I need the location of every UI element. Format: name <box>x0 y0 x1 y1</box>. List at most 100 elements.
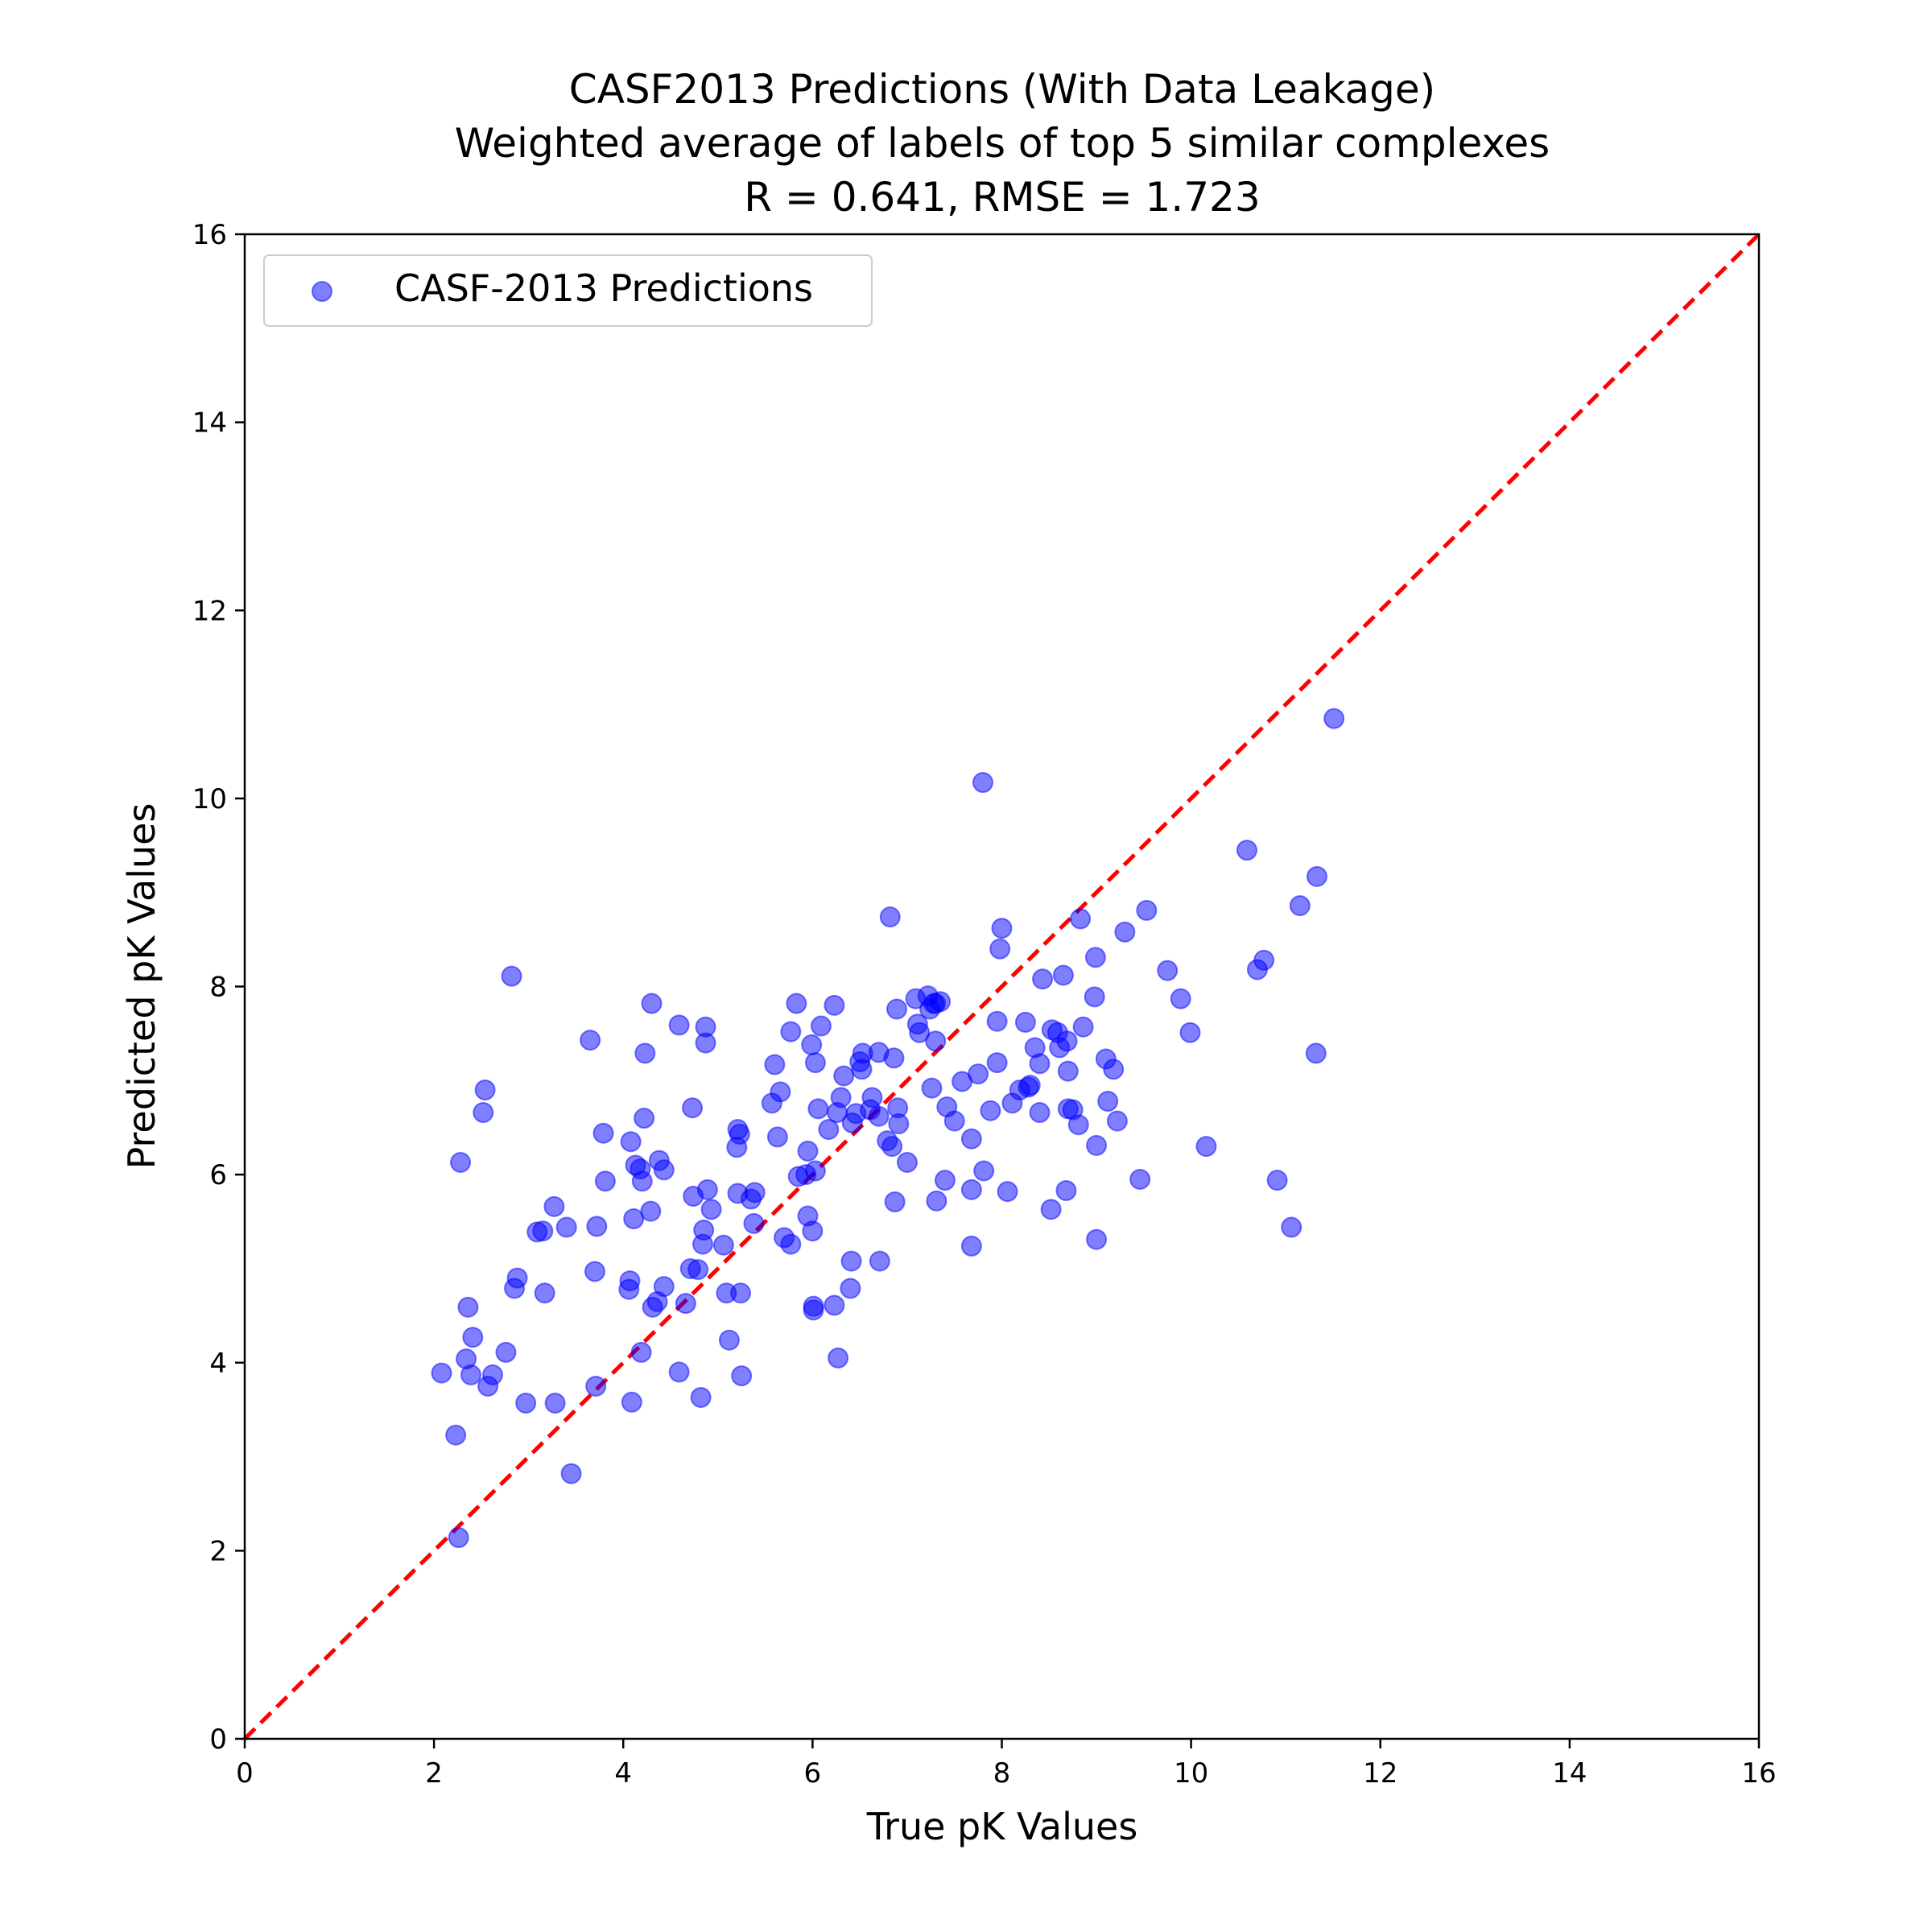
data-point <box>653 1159 675 1181</box>
data-point <box>482 1364 504 1385</box>
data-point <box>1032 968 1054 990</box>
y-tick-label: 8 <box>209 972 227 1004</box>
data-point <box>896 1151 918 1173</box>
data-point <box>621 1391 642 1413</box>
data-point <box>431 1362 452 1384</box>
data-point <box>634 1108 655 1129</box>
legend-marker <box>312 281 332 302</box>
data-point <box>555 1216 577 1238</box>
data-point <box>501 965 522 987</box>
data-point <box>460 1364 481 1385</box>
data-point <box>989 938 1011 960</box>
data-point <box>960 1128 982 1150</box>
x-axis-label: True pK Values <box>866 1805 1138 1848</box>
data-point <box>1084 947 1106 968</box>
data-point <box>886 998 908 1020</box>
data-point <box>1067 1114 1089 1136</box>
y-tick-label: 10 <box>192 783 227 815</box>
data-point <box>473 1102 494 1124</box>
y-axis-ticks: 0 2 4 6 8 10 12 14 16 <box>192 219 245 1756</box>
data-point <box>450 1151 472 1173</box>
data-point <box>1179 1022 1201 1043</box>
data-point <box>786 993 807 1014</box>
data-point <box>668 1361 690 1383</box>
data-point <box>925 1030 947 1052</box>
data-point <box>515 1392 537 1414</box>
data-point <box>730 1282 752 1304</box>
x-tick-label: 8 <box>993 1757 1011 1790</box>
data-point <box>888 1113 910 1135</box>
data-point <box>991 918 1013 939</box>
data-point <box>909 1022 931 1043</box>
x-tick-label: 2 <box>425 1757 443 1790</box>
y-tick-label: 12 <box>192 595 227 627</box>
data-points-layer <box>431 708 1345 1549</box>
data-point <box>1070 908 1092 930</box>
data-point <box>474 1079 496 1100</box>
data-point <box>668 1014 690 1036</box>
data-point <box>543 1195 565 1217</box>
data-point <box>1097 1091 1119 1113</box>
data-point <box>1029 1053 1051 1075</box>
x-tick-label: 12 <box>1363 1757 1397 1790</box>
data-point <box>1056 1030 1078 1052</box>
data-point <box>1086 1228 1108 1250</box>
data-point <box>997 1181 1018 1203</box>
data-point <box>1084 986 1105 1008</box>
data-point <box>1305 1042 1327 1064</box>
data-point <box>1195 1136 1217 1158</box>
y-tick-label: 16 <box>192 219 227 251</box>
data-point <box>445 1424 467 1446</box>
chart-title-line-1: CASF2013 Predictions (With Data Leakage) <box>569 66 1435 113</box>
data-point <box>986 1052 1008 1074</box>
data-point <box>712 1234 734 1256</box>
data-point <box>1129 1168 1151 1190</box>
data-point <box>840 1250 862 1272</box>
data-point <box>1019 1075 1041 1096</box>
legend-box <box>263 254 873 327</box>
data-point <box>675 1293 696 1315</box>
data-point <box>532 1220 554 1242</box>
data-point <box>718 1329 740 1351</box>
data-point <box>640 1200 662 1222</box>
data-point <box>1281 1216 1302 1238</box>
chart-title-line-2: Weighted average of labels of top 5 simi… <box>455 120 1550 167</box>
data-point <box>802 1220 824 1242</box>
data-point <box>693 1220 715 1241</box>
data-point <box>1289 895 1311 917</box>
data-point <box>840 1278 861 1299</box>
data-point <box>1057 1060 1079 1082</box>
data-point <box>623 1208 645 1230</box>
data-point <box>980 1100 1001 1121</box>
identity-line-layer <box>243 233 1761 1740</box>
data-point <box>1323 708 1345 729</box>
data-point <box>960 1179 982 1200</box>
data-point <box>544 1392 566 1414</box>
data-point <box>653 1276 675 1298</box>
data-point <box>1157 960 1179 981</box>
legend-label: CASF-2013 Predictions <box>394 266 813 310</box>
data-point <box>1029 1102 1051 1124</box>
data-point <box>506 1267 528 1289</box>
data-point <box>973 1160 995 1182</box>
data-point <box>921 1077 943 1099</box>
data-point <box>884 1191 906 1213</box>
data-point <box>743 1212 765 1234</box>
data-point <box>770 1081 791 1103</box>
data-point <box>824 994 845 1016</box>
data-point <box>1306 865 1327 887</box>
x-tick-label: 16 <box>1741 1757 1776 1790</box>
data-point <box>619 1270 641 1292</box>
data-point <box>803 1295 824 1317</box>
data-point <box>731 1365 753 1387</box>
legend: CASF-2013 Predictions <box>263 254 873 327</box>
data-point <box>641 993 663 1014</box>
data-point <box>1253 949 1275 971</box>
data-point <box>801 1034 823 1055</box>
data-point <box>631 1170 653 1192</box>
data-point <box>764 1054 786 1075</box>
data-point <box>869 1250 890 1272</box>
data-point <box>1086 1134 1108 1156</box>
data-point <box>1103 1059 1125 1080</box>
data-point <box>986 1010 1008 1032</box>
